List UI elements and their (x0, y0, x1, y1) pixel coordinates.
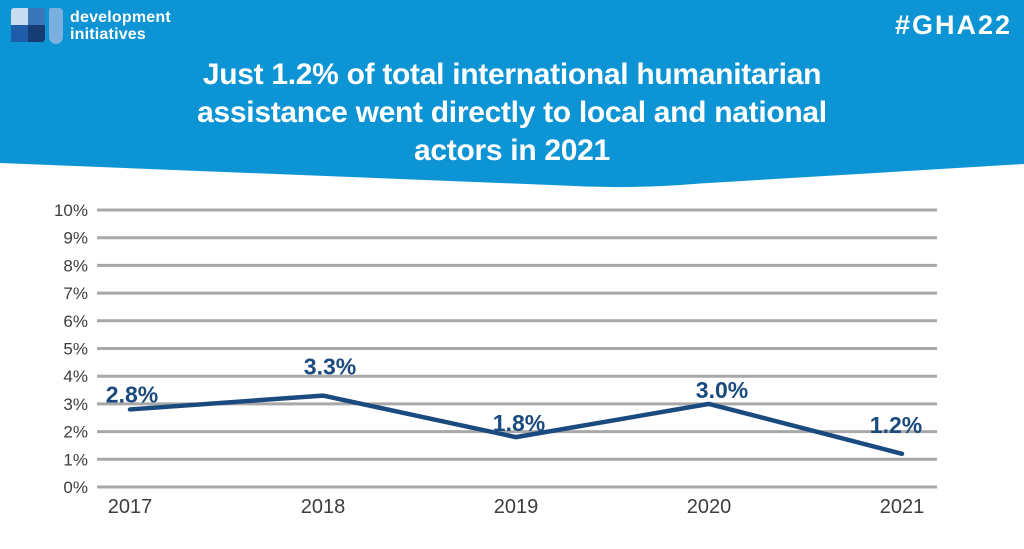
y-tick-label: 3% (63, 395, 88, 414)
di-logo-quadrant-icon (11, 25, 28, 42)
data-point-label: 3.3% (304, 354, 356, 380)
page-title-line: assistance went directly to local and na… (197, 96, 827, 129)
di-logo-quadrant-icon (28, 8, 45, 25)
y-tick-label: 8% (63, 256, 88, 275)
page-title-line: actors in 2021 (414, 134, 610, 167)
page-title: Just 1.2% of total international humanit… (112, 56, 912, 170)
line-chart-canvas: 0% 1% 2% 3% 4% 5% 6% 7% 8% 9% 10% 2017 2018 2019 2020 2… (54, 201, 937, 518)
di-logo-icon (11, 7, 63, 44)
y-tick-label: 7% (63, 284, 88, 303)
x-tick-label: 2021 (880, 496, 925, 518)
y-tick-label: 10% (54, 201, 88, 220)
data-point-label: 1.8% (493, 410, 545, 436)
di-logo-ibar-icon (49, 8, 63, 44)
x-tick-label: 2020 (687, 496, 732, 518)
header-background-shape (0, 0, 1024, 188)
di-logo-quadrant-icon (11, 8, 28, 25)
x-tick-label: 2017 (108, 496, 153, 518)
page-title-line: Just 1.2% of total international humanit… (202, 58, 822, 91)
header-content: development initiatives #GHA22 Just 1.2%… (0, 0, 1024, 196)
data-line (127, 393, 905, 457)
data-point-label: 1.2% (870, 412, 922, 438)
data-point-label: 2.8% (106, 381, 158, 407)
y-tick-label: 4% (63, 367, 88, 386)
x-tick-label: 2019 (494, 496, 539, 518)
x-tick-label: 2018 (301, 496, 346, 518)
y-tick-label: 6% (63, 312, 88, 331)
header-curve-path (0, 0, 1024, 188)
header-banner: development initiatives #GHA22 Just 1.2%… (0, 0, 1024, 196)
data-point-label: 3.0% (696, 377, 748, 403)
di-logo-quadrant-icon (28, 25, 45, 42)
y-tick-label: 5% (63, 340, 88, 359)
logo-wordmark: development initiatives (70, 9, 171, 43)
y-tick-label: 2% (63, 423, 88, 442)
logo-wordmark-line2: initiatives (70, 26, 147, 43)
y-tick-label: 0% (63, 478, 88, 497)
y-tick-label: 9% (63, 229, 88, 248)
hashtag-label: #GHA22 (894, 10, 1012, 40)
y-tick-label: 1% (63, 450, 88, 469)
logo-wordmark-line1: development (70, 9, 171, 26)
line-chart: 0% 1% 2% 3% 4% 5% 6% 7% 8% 9% 10% 2017 2018 2019 2020 2… (0, 195, 1024, 549)
